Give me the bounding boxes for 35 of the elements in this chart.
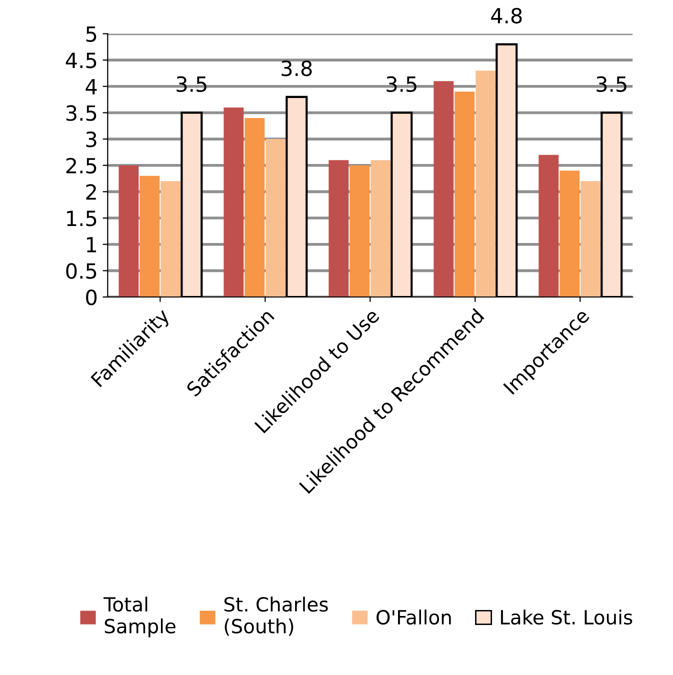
bar	[560, 170, 580, 297]
bar	[580, 181, 601, 297]
bar	[434, 81, 454, 297]
y-tick-label: 0	[86, 289, 97, 306]
bar	[476, 70, 496, 297]
bar	[224, 107, 244, 297]
data-label: 3.5	[386, 76, 416, 92]
bar	[370, 160, 391, 297]
legend-label: Lake St. Louis	[501, 610, 632, 625]
legend-label: St. Charles (South)	[224, 596, 328, 636]
legend-label: Total Sample	[104, 596, 176, 638]
y-tick-label: 1.5	[67, 210, 96, 226]
y-tick-label: 3	[86, 132, 96, 148]
data-label: 4.8	[491, 8, 522, 24]
bar	[350, 165, 370, 297]
bar	[454, 92, 475, 297]
legend-label: O'Fallon	[376, 610, 451, 625]
data-label: 3.5	[596, 76, 626, 92]
y-tick-label: 2.5	[66, 158, 96, 174]
y-tick-label: 0.5	[66, 263, 96, 279]
y-tick-label: 3.5	[66, 105, 96, 121]
bar	[118, 165, 139, 297]
y-tick-label: 1	[86, 237, 96, 252]
y-tick-label: 2	[86, 184, 96, 200]
bar	[140, 176, 160, 297]
y-tick-label: 4	[86, 79, 97, 94]
bar	[266, 139, 286, 297]
y-tick-label: 4.5	[66, 52, 96, 68]
y-tick-label: 5	[86, 26, 96, 42]
bar	[160, 181, 181, 297]
data-label: 3.8	[282, 60, 312, 76]
bar	[538, 154, 559, 297]
bar	[244, 118, 265, 297]
bar	[328, 160, 349, 297]
data-label: 3.5	[176, 76, 206, 92]
